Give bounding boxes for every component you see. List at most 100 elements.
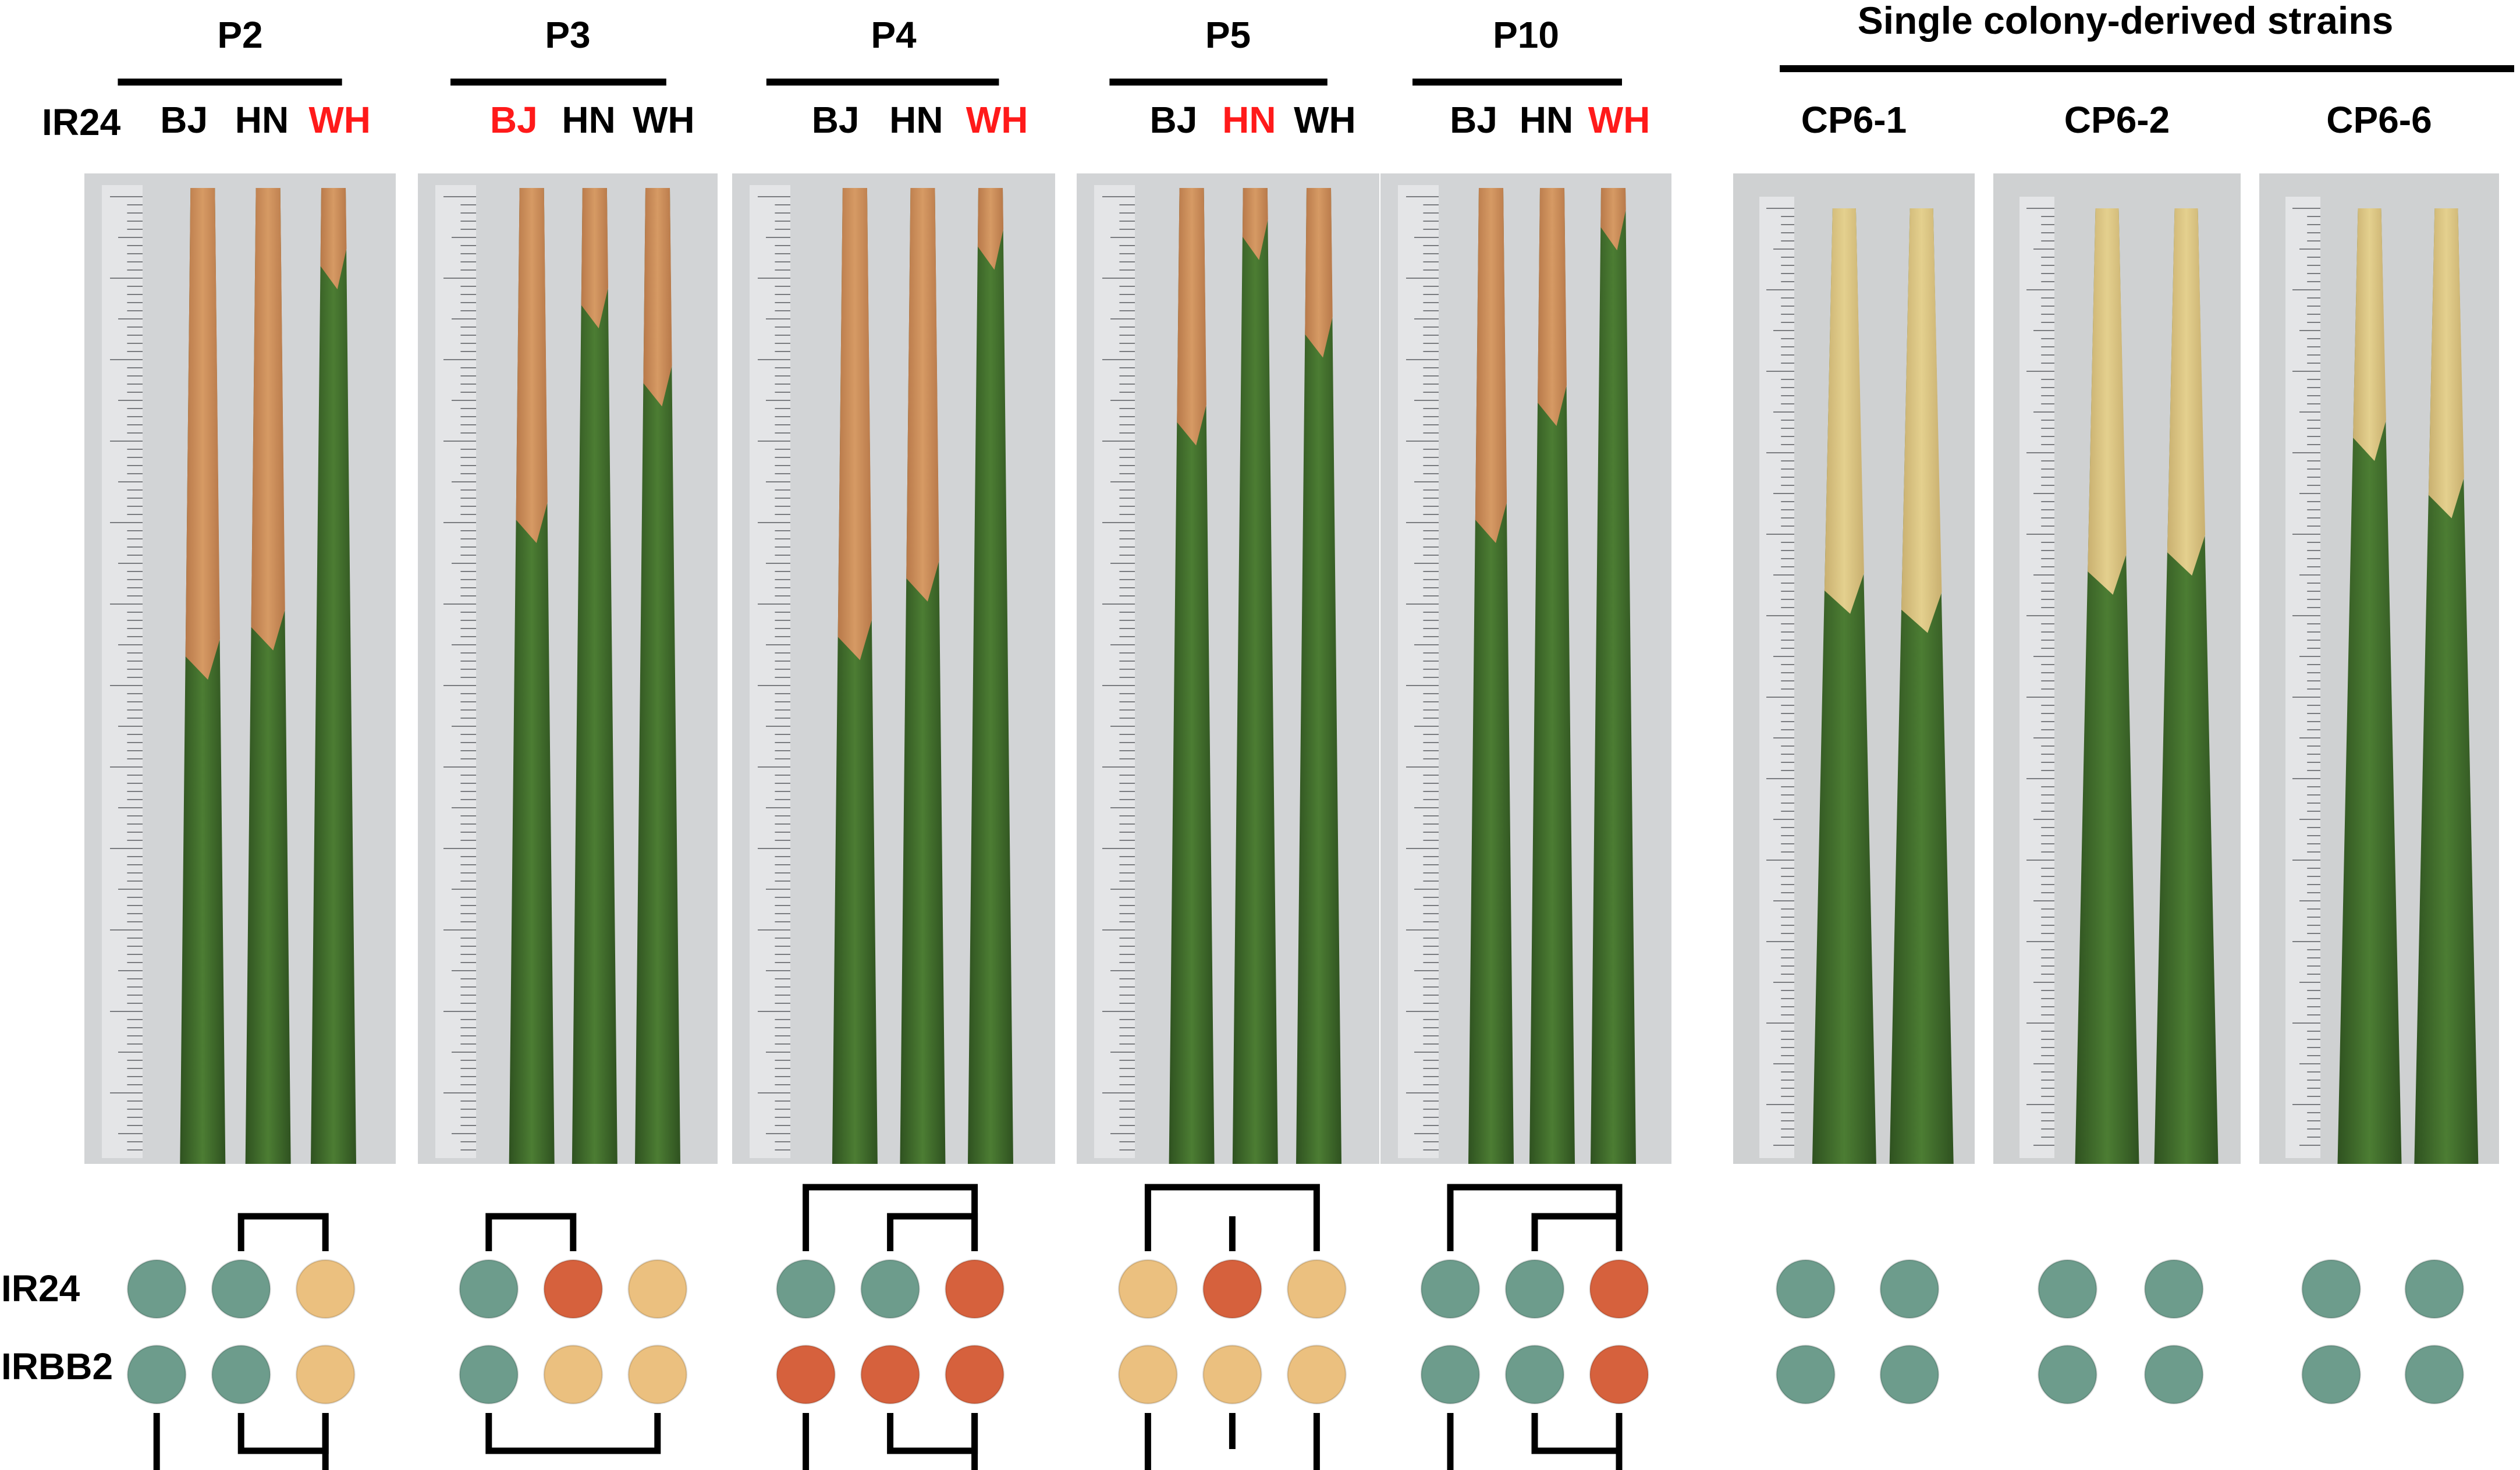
panel-title-underline [766, 79, 999, 86]
leaf-2 [2154, 208, 2219, 1164]
panel-title: P2 [217, 14, 262, 56]
leaf-2 [1889, 208, 1954, 1164]
strain-panel-cp6-2: CP6-2 [1993, 99, 2241, 1405]
strain-label-hn: HN [1222, 99, 1276, 141]
ir24-circle-wh [627, 1259, 688, 1319]
panel-p10: P10 BJ HN WH [1380, 14, 1671, 1470]
panel-p10-ruler [1398, 185, 1439, 1158]
irbb2-circle-bj [459, 1344, 519, 1405]
irbb2-circle-wh [295, 1344, 356, 1405]
leaf-wh [1591, 188, 1636, 1164]
ir24-circle-wh [295, 1259, 356, 1319]
irbb2-circle-wh [945, 1344, 1005, 1405]
leaf-wh [968, 188, 1013, 1164]
ir24-circle [1879, 1259, 1940, 1319]
ir24-circle [2404, 1259, 2465, 1319]
irbb2-circle-hn [860, 1344, 921, 1405]
irbb2-circle-hn [1202, 1344, 1262, 1405]
leaf-bj [180, 188, 226, 1164]
top-bracket [485, 1213, 577, 1251]
strain-cp6-2-ruler [2019, 197, 2054, 1158]
strain-label-wh: WH [1588, 99, 1651, 141]
leaf-1 [2337, 208, 2402, 1164]
irbb2-circle [2143, 1344, 2204, 1405]
irbb2-circle-hn [211, 1344, 271, 1405]
ir24-circle-bj [1117, 1259, 1178, 1319]
ir24-circle-wh [1286, 1259, 1347, 1319]
strain-label-bj: BJ [1450, 99, 1497, 141]
irbb2-circle-bj [776, 1344, 836, 1405]
strain-label-bj: BJ [490, 99, 538, 141]
top-bracket [1144, 1184, 1320, 1251]
panel-title: P5 [1205, 14, 1251, 56]
panel-p2: P2 BJ HN WH [84, 14, 396, 1470]
irbb2-circle-bj [126, 1344, 187, 1405]
strain-title: CP6-6 [2326, 99, 2432, 141]
top-bracket [887, 1213, 978, 1251]
panel-title-underline [450, 79, 666, 86]
leaf-hn [1232, 188, 1278, 1164]
ir24-circle [2143, 1259, 2204, 1319]
panel-p3: P3 BJ HN WH [418, 14, 718, 1454]
leaf-bj [509, 188, 555, 1164]
ir24-circle-wh [1589, 1259, 1649, 1319]
strain-label-bj: BJ [160, 99, 208, 141]
strain-label-wh: WH [1294, 99, 1356, 141]
irbb2-circle-hn [543, 1344, 604, 1405]
panel-p3-ruler [435, 185, 476, 1158]
irbb2-circle [1776, 1344, 1836, 1405]
ir24-circle [2038, 1259, 2097, 1319]
bottom-bracket [237, 1413, 329, 1454]
bottom-bracket [485, 1413, 661, 1454]
leaf-1 [2075, 208, 2139, 1164]
panel-title: P3 [545, 14, 590, 56]
irbb2-circle-wh [627, 1344, 688, 1405]
bottom-bracket [1531, 1413, 1623, 1454]
panel-p5-ruler [1094, 185, 1135, 1158]
panel-p4-ruler [750, 185, 790, 1158]
leaf-hn [245, 188, 291, 1164]
irbb2-circle-hn [1504, 1344, 1565, 1405]
panel-p4: P4 BJ HN WH [732, 14, 1055, 1470]
bottom-bracket [887, 1413, 978, 1454]
bottom-bracket [1144, 1413, 1320, 1470]
irbb2-circle [2404, 1344, 2465, 1405]
top-bracket [237, 1213, 329, 1251]
strain-label-hn: HN [235, 99, 289, 141]
irbb2-circle-wh [1589, 1344, 1649, 1405]
ir24-circle-bj [776, 1259, 836, 1319]
leaf-bj [832, 188, 878, 1164]
leaf-hn [1529, 188, 1575, 1164]
strain-label-hn: HN [889, 99, 943, 141]
ir24-circle-hn [211, 1259, 271, 1319]
panel-title-underline [1412, 79, 1622, 86]
irbb2-circle-wh [1286, 1344, 1347, 1405]
ir24-circle-bj [459, 1259, 519, 1319]
ir24-circle-bj [1420, 1259, 1481, 1319]
leaf-hn [572, 188, 617, 1164]
leaf-hn [900, 188, 946, 1164]
strain-panel-cp6-1: CP6-1 [1733, 99, 1975, 1405]
ir24-circle-hn [1202, 1259, 1262, 1319]
strain-label-bj: BJ [1149, 99, 1197, 141]
ir24-circle [1776, 1259, 1836, 1319]
strain-label-hn: HN [562, 99, 615, 141]
ir24-circle-hn [860, 1259, 921, 1319]
strain-title: CP6-1 [1801, 99, 1907, 141]
irbb2-circle [2038, 1344, 2097, 1405]
strain-panel-cp6-6: CP6-6 [2259, 99, 2499, 1405]
row-label-ir24-top: IR24 [42, 101, 121, 143]
leaf-wh [311, 188, 356, 1164]
ir24-circle-hn [543, 1259, 604, 1319]
single-colony-title: Single colony-derived strains [1858, 0, 2394, 42]
leaf-2 [2414, 208, 2479, 1164]
ir24-circle-bj [126, 1259, 187, 1319]
panel-title: P4 [871, 14, 917, 56]
irbb2-circle-bj [1420, 1344, 1481, 1405]
strain-cp6-6-ruler [2285, 197, 2320, 1158]
top-bracket [1531, 1213, 1623, 1251]
ir24-circle [2301, 1259, 2362, 1319]
panel-p2-ruler [102, 185, 143, 1158]
strain-label-wh: WH [633, 99, 695, 141]
